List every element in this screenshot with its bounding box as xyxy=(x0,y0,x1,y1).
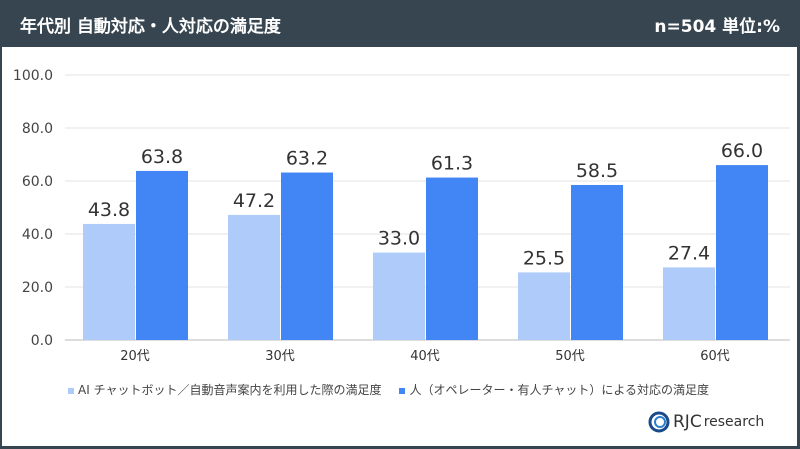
bar xyxy=(663,267,715,340)
data-label: 27.4 xyxy=(668,242,710,264)
legend: AI チャットボット／自動音声案内を利用した際の満足度 人（オペレーター・有人チ… xyxy=(68,381,709,398)
legend-item-ai: AI チャットボット／自動音声案内を利用した際の満足度 xyxy=(68,381,381,398)
data-label: 25.5 xyxy=(523,247,565,269)
data-label: 61.3 xyxy=(431,153,473,175)
x-tick-label: 30代 xyxy=(265,349,295,364)
y-tick-label: 80.0 xyxy=(22,121,53,137)
rjc-research-logo: RJC research xyxy=(648,411,764,433)
header: 年代別 自動対応・人対応の満足度 n=504 単位:% xyxy=(0,0,800,46)
x-tick-label: 20代 xyxy=(120,349,150,364)
data-label: 47.2 xyxy=(233,190,275,212)
legend-label-ai: AI チャットボット／自動音声案内を利用した際の満足度 xyxy=(78,383,382,397)
chart-title: 年代別 自動対応・人対応の満足度 xyxy=(20,17,281,37)
x-tick-label: 50代 xyxy=(555,349,585,364)
logo-text: RJC xyxy=(673,412,702,432)
bar xyxy=(571,184,623,340)
legend-item-human: 人（オペレーター・有人チャット）による対応の満足度 xyxy=(399,381,709,398)
legend-swatch-human xyxy=(399,387,406,394)
y-tick-label: 40.0 xyxy=(22,227,53,243)
y-tick-label: 100.0 xyxy=(13,68,53,84)
legend-label-human: 人（オペレーター・有人チャット）による対応の満足度 xyxy=(409,383,709,397)
bar xyxy=(518,272,570,340)
bar xyxy=(281,172,333,340)
y-tick-label: 20.0 xyxy=(22,280,53,296)
y-tick-label: 60.0 xyxy=(22,174,53,190)
x-tick-label: 40代 xyxy=(410,349,440,364)
bar xyxy=(373,252,425,340)
x-tick-label: 60代 xyxy=(700,349,730,364)
bar xyxy=(716,165,768,340)
logo-mark-icon xyxy=(648,411,670,433)
legend-swatch-ai xyxy=(68,387,74,394)
data-label: 43.8 xyxy=(88,199,130,221)
logo-sub: research xyxy=(703,414,765,430)
data-label: 66.0 xyxy=(721,140,763,162)
data-label: 58.5 xyxy=(576,160,618,182)
bar xyxy=(426,177,478,340)
bar xyxy=(228,214,280,340)
data-label: 63.8 xyxy=(141,146,183,168)
y-tick-label: 0.0 xyxy=(31,333,53,349)
data-label: 63.2 xyxy=(286,148,328,170)
bar xyxy=(136,170,188,340)
sample-size-unit: n=504 単位:% xyxy=(654,17,780,37)
data-label: 33.0 xyxy=(378,228,420,250)
bar xyxy=(83,223,135,340)
